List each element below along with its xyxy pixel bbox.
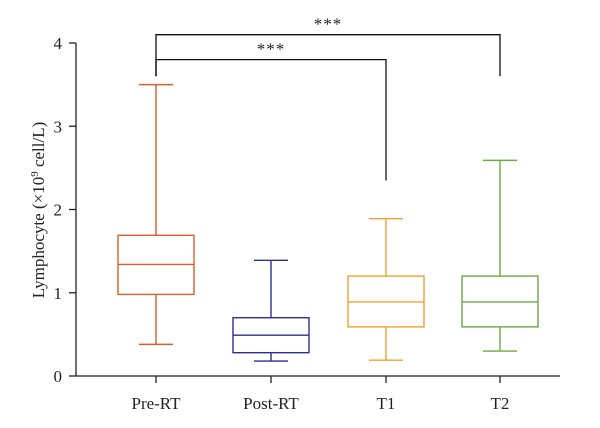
y-axis-label: Lymphocyte (×109 cell/L) bbox=[29, 122, 48, 299]
significance-bracket: *** bbox=[155, 15, 501, 77]
x-tick-label: T1 bbox=[377, 394, 396, 413]
y-tick-label: 0 bbox=[54, 367, 63, 386]
y-axis-label-suffix: cell/L) bbox=[29, 122, 48, 172]
y-tick-label: 2 bbox=[54, 201, 63, 220]
bracket-line bbox=[155, 34, 501, 77]
y-tick-label: 3 bbox=[54, 117, 63, 136]
significance-label: *** bbox=[257, 40, 286, 59]
y-ticks: 0 1 2 3 4 bbox=[54, 34, 76, 386]
significance-bracket: *** bbox=[155, 40, 387, 181]
x-tick-label: Pre-RT bbox=[131, 394, 181, 413]
x-ticks: Pre-RT Post-RT T1 T2 bbox=[131, 376, 509, 413]
y-tick-label: 1 bbox=[54, 284, 63, 303]
y-axis-label-prefix: Lymphocyte (×10 bbox=[29, 177, 48, 298]
box-t1 bbox=[347, 217, 425, 361]
box-t2 bbox=[461, 159, 539, 352]
boxes bbox=[117, 83, 539, 362]
x-tick-label: Post-RT bbox=[243, 394, 299, 413]
box-post-rt bbox=[232, 259, 310, 362]
y-tick-label: 4 bbox=[54, 34, 63, 53]
x-tick-label: T2 bbox=[491, 394, 510, 413]
axes bbox=[75, 43, 560, 377]
y-axis-label-sup: 9 bbox=[29, 171, 41, 177]
significance-brackets: *** *** bbox=[155, 15, 501, 181]
box-pre-rt bbox=[117, 83, 195, 346]
significance-label: *** bbox=[314, 15, 343, 34]
bracket-line bbox=[155, 59, 387, 181]
